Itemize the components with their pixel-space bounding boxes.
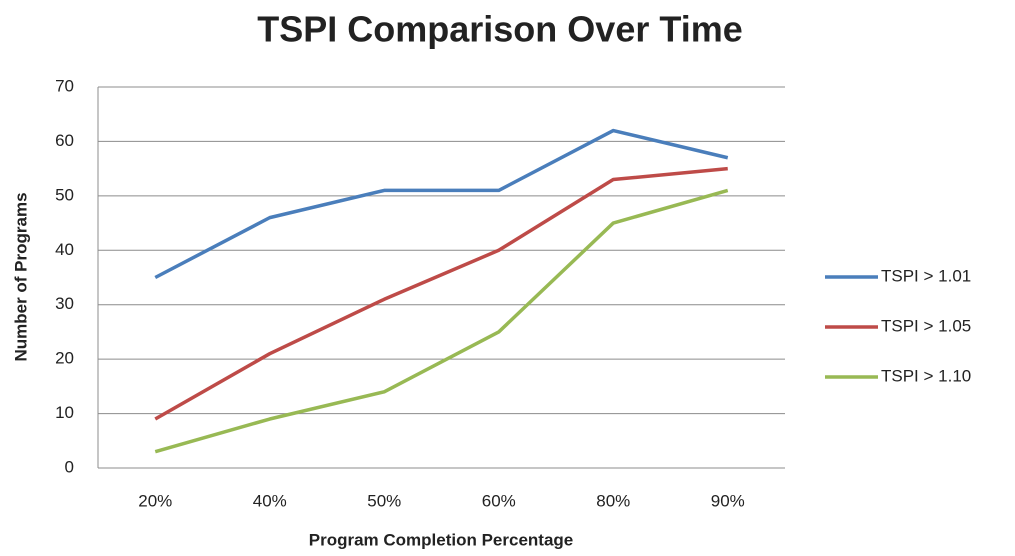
legend-label: TSPI > 1.10 [881, 366, 971, 385]
y-tick-label: 30 [55, 294, 74, 313]
x-tick-label: 80% [596, 491, 630, 510]
y-axis-title: Number of Programs [11, 192, 30, 361]
y-tick-label: 50 [55, 185, 74, 204]
y-tick-label: 60 [55, 131, 74, 150]
x-tick-label: 90% [711, 491, 745, 510]
y-tick-label: 70 [55, 76, 74, 95]
y-tick-label: 10 [55, 403, 74, 422]
y-tick-label: 40 [55, 240, 74, 259]
line-series [154, 166, 728, 421]
legend-label: TSPI > 1.05 [881, 316, 971, 335]
y-tick-label: 20 [55, 349, 74, 368]
x-tick-label: 60% [482, 491, 516, 510]
legend-label: TSPI > 1.01 [881, 266, 971, 285]
line-series [154, 128, 729, 280]
x-axis-title: Program Completion Percentage [309, 530, 574, 549]
line-series [154, 188, 729, 454]
y-tick-label: 0 [65, 457, 74, 476]
x-tick-label: 20% [138, 491, 172, 510]
chart-title: TSPI Comparison Over Time [257, 9, 742, 50]
x-tick-label: 50% [367, 491, 401, 510]
x-tick-label: 40% [253, 491, 287, 510]
